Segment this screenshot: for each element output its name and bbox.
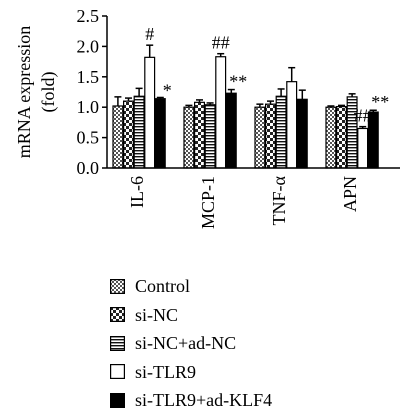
significance-marker: #	[145, 24, 154, 44]
bar	[286, 81, 298, 169]
y-tick-label: 1.5	[77, 67, 100, 87]
y-axis-label: mRNA expression (fold)	[14, 26, 59, 159]
bar	[183, 106, 195, 169]
y-tick-label: 2.0	[77, 36, 100, 56]
legend-swatch	[110, 307, 125, 323]
bar	[225, 92, 237, 169]
legend-label: si-NC+ad-NC	[135, 333, 237, 354]
y-tick-label: 0.5	[77, 128, 100, 148]
y-tick-label: 2.5	[77, 6, 100, 26]
x-tick-label: APN	[340, 176, 360, 212]
significance-marker: *	[163, 80, 172, 100]
bar	[112, 105, 124, 169]
legend-label: Control	[135, 276, 191, 297]
x-tick-label: MCP-1	[198, 176, 218, 229]
x-tick-label: TNF-α	[269, 175, 289, 225]
x-axis: IL-6 MCP-1 TNF-α APN	[107, 167, 400, 229]
legend-item: si-NC+ad-NC	[110, 329, 272, 358]
bar	[265, 103, 277, 169]
bar	[133, 95, 145, 169]
bar	[215, 56, 227, 169]
y-tick-label: 1.0	[77, 97, 100, 117]
legend-label: si-TLR9	[135, 361, 196, 382]
bar	[325, 106, 337, 169]
legend-label: si-TLR9+ad-KLF4	[135, 390, 273, 411]
y-tick-label: 0.0	[77, 158, 100, 178]
bar	[154, 98, 166, 169]
legend-swatch	[110, 335, 125, 351]
legend: Control si-NC si-NC+ad-NC si-TLR9 si-TLR9+ad…	[110, 272, 272, 415]
significance-marker: **	[371, 92, 389, 112]
x-tick-label: IL-6	[127, 176, 147, 208]
legend-label: si-NC	[135, 304, 179, 325]
y-axis-label-line: (fold)	[38, 72, 59, 113]
bar	[336, 105, 348, 169]
bar	[275, 95, 287, 169]
bar	[296, 98, 308, 169]
bar	[204, 104, 216, 169]
legend-swatch	[110, 364, 125, 380]
y-axis-label-line: mRNA expression	[14, 26, 34, 159]
bar	[144, 56, 156, 169]
significance-marker: ##	[354, 106, 372, 126]
bar	[357, 127, 369, 169]
y-axis: 0.0 0.5 1.0 1.5 2.0 2.5	[77, 6, 108, 178]
legend-item: Control	[110, 272, 272, 301]
bar	[122, 100, 134, 169]
significance-marker: **	[229, 72, 247, 92]
bar	[194, 101, 206, 169]
bars: #*##**##**	[112, 24, 389, 169]
legend-item: si-TLR9+ad-KLF4	[110, 386, 272, 415]
legend-swatch	[110, 392, 125, 408]
legend-swatch	[110, 278, 125, 294]
legend-item: si-TLR9	[110, 358, 272, 387]
legend-item: si-NC	[110, 301, 272, 330]
bar	[254, 106, 266, 169]
significance-marker: ##	[212, 33, 230, 53]
